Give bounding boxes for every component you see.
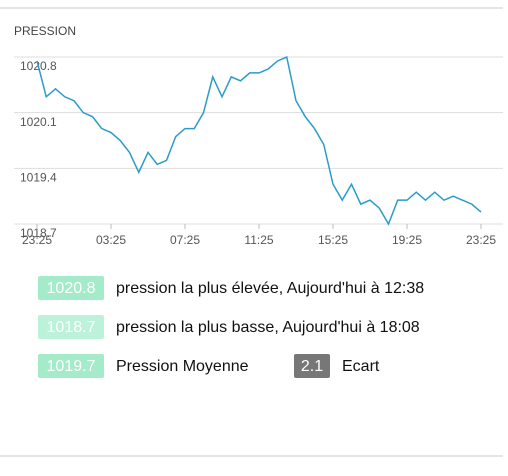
y-tick-label: 1018.7	[20, 226, 57, 240]
y-tick-label: 1019.4	[20, 171, 57, 185]
x-tick-label: 23:25	[466, 233, 496, 247]
summary-label: Pression Moyenne	[116, 358, 249, 375]
badge-value: 1019.7	[47, 358, 96, 375]
summary-label: pression la plus basse, Aujourd'hui à 18…	[116, 319, 420, 336]
value-badge	[294, 354, 330, 378]
summary-label: Ecart	[342, 358, 380, 375]
summary-label: pression la plus élevée, Aujourd'hui à 1…	[116, 280, 424, 297]
badge-value: 1020.8	[47, 280, 96, 297]
badge-value: 1018.7	[47, 319, 96, 336]
x-tick-label: 23:25	[22, 233, 52, 247]
value-badge	[38, 276, 104, 300]
x-tick-label: 11:25	[244, 233, 273, 247]
chart-title: PRESSION	[14, 24, 76, 38]
x-tick-label: 19:25	[392, 233, 422, 247]
x-tick-label: 07:25	[170, 233, 200, 247]
value-badge	[38, 315, 104, 339]
pressure-line	[36, 55, 482, 226]
value-badge	[38, 354, 104, 378]
badge-value: 2.1	[301, 358, 323, 375]
x-tick-label: 15:25	[318, 233, 348, 247]
y-tick-label: 1020.1	[20, 115, 57, 129]
x-tick-label: 03:25	[96, 233, 126, 247]
